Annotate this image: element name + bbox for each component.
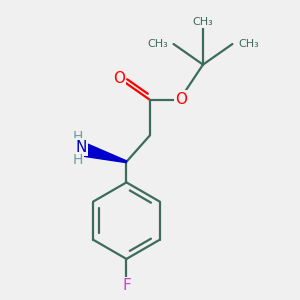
Text: F: F [122, 278, 131, 293]
Text: CH₃: CH₃ [193, 17, 213, 27]
Text: CH₃: CH₃ [238, 39, 259, 49]
Text: H: H [73, 130, 83, 144]
Text: H: H [73, 153, 83, 167]
Text: O: O [113, 71, 125, 86]
Polygon shape [83, 144, 127, 163]
Text: O: O [175, 92, 187, 106]
Text: CH₃: CH₃ [147, 39, 168, 49]
Text: N: N [75, 140, 86, 154]
